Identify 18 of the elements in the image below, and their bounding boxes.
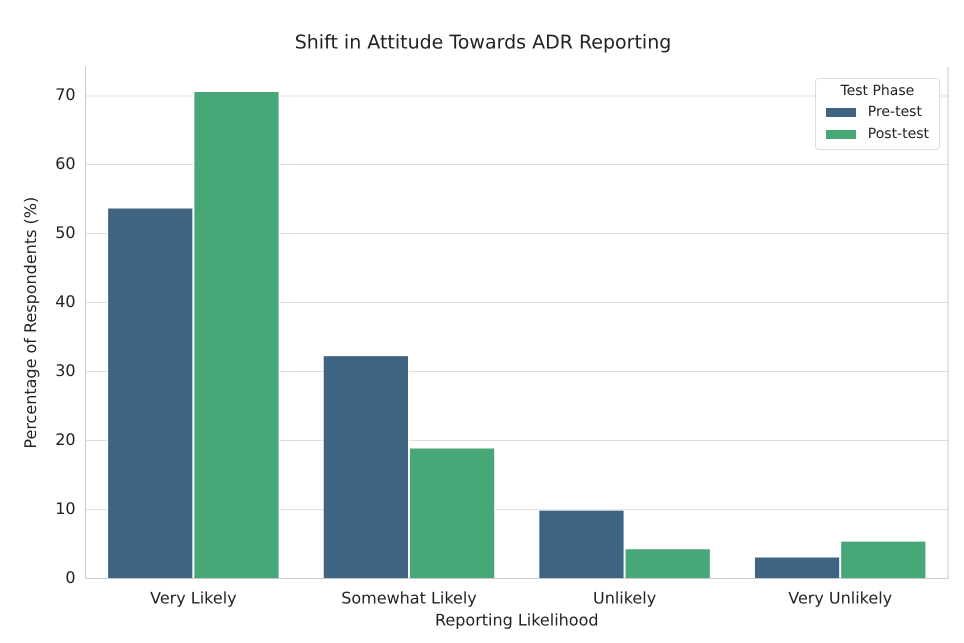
legend-label: Post-test bbox=[868, 125, 929, 144]
x-tick-label: Somewhat Likely bbox=[341, 588, 477, 608]
y-tick-label: 20 bbox=[55, 430, 76, 449]
y-tick-label: 60 bbox=[55, 154, 76, 173]
x-axis-title: Reporting Likelihood bbox=[435, 610, 599, 630]
y-tick-label: 40 bbox=[55, 292, 76, 311]
y-tick-label: 0 bbox=[65, 568, 76, 587]
y-tick-label: 10 bbox=[55, 498, 76, 518]
x-tick-label: Very Likely bbox=[150, 588, 237, 608]
y-tick-label: 70 bbox=[55, 84, 76, 104]
x-tick-label: Unlikely bbox=[592, 588, 656, 608]
x-tick-label: Very Unlikely bbox=[788, 588, 892, 608]
chart-title: Shift in Attitude Towards ADR Reporting bbox=[294, 31, 672, 54]
y-tick-label: 30 bbox=[55, 360, 76, 380]
legend-label: Pre-test bbox=[868, 103, 922, 122]
y-axis-title: Percentage of Respondents (%) bbox=[20, 196, 40, 449]
legend-title: Test Phase bbox=[839, 83, 916, 99]
y-tick-label: 50 bbox=[55, 222, 76, 242]
